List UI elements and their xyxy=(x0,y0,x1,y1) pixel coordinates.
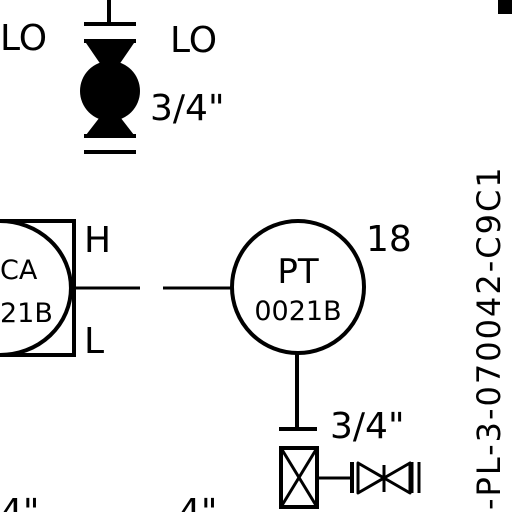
pressure-transmitter[interactable]: PT 0021B xyxy=(230,219,366,355)
transmitter-bubble xyxy=(230,219,366,355)
shared-display-instrument[interactable]: CA 21B xyxy=(0,219,76,357)
shared-display-square xyxy=(0,219,76,357)
locked-open-ball-valve[interactable] xyxy=(80,0,140,154)
root-valve-size-label: 3/4" xyxy=(330,406,405,447)
top-left-lo-label: LO xyxy=(0,18,47,59)
high-side-label: H xyxy=(84,220,111,261)
valve-size-label: 3/4" xyxy=(150,88,225,129)
valve-ball xyxy=(80,61,140,121)
transmitter-function: PT xyxy=(277,252,319,292)
instrument-manifold[interactable] xyxy=(279,446,319,509)
manifold-cross-b xyxy=(279,447,319,508)
valve-lo-label: LO xyxy=(170,20,217,61)
transmitter-number: 0021B xyxy=(254,296,341,327)
bottom-mid-size-label: 4" xyxy=(178,492,217,512)
bottom-left-size-label: 4" xyxy=(0,492,39,512)
shared-display-function: CA xyxy=(0,255,38,286)
valve-upper-triangle xyxy=(86,43,134,78)
transmitter-callout: 18 xyxy=(366,219,412,260)
top-right-fragment xyxy=(498,0,512,14)
shared-display-number: 21B xyxy=(0,298,53,329)
shared-display-circle-arc xyxy=(0,219,73,357)
gate-valve[interactable] xyxy=(350,461,421,495)
low-side-label: L xyxy=(84,321,104,362)
line-number-label: -PL-3-070042-C9C1 xyxy=(470,165,508,510)
valve-lower-triangle xyxy=(86,104,134,135)
